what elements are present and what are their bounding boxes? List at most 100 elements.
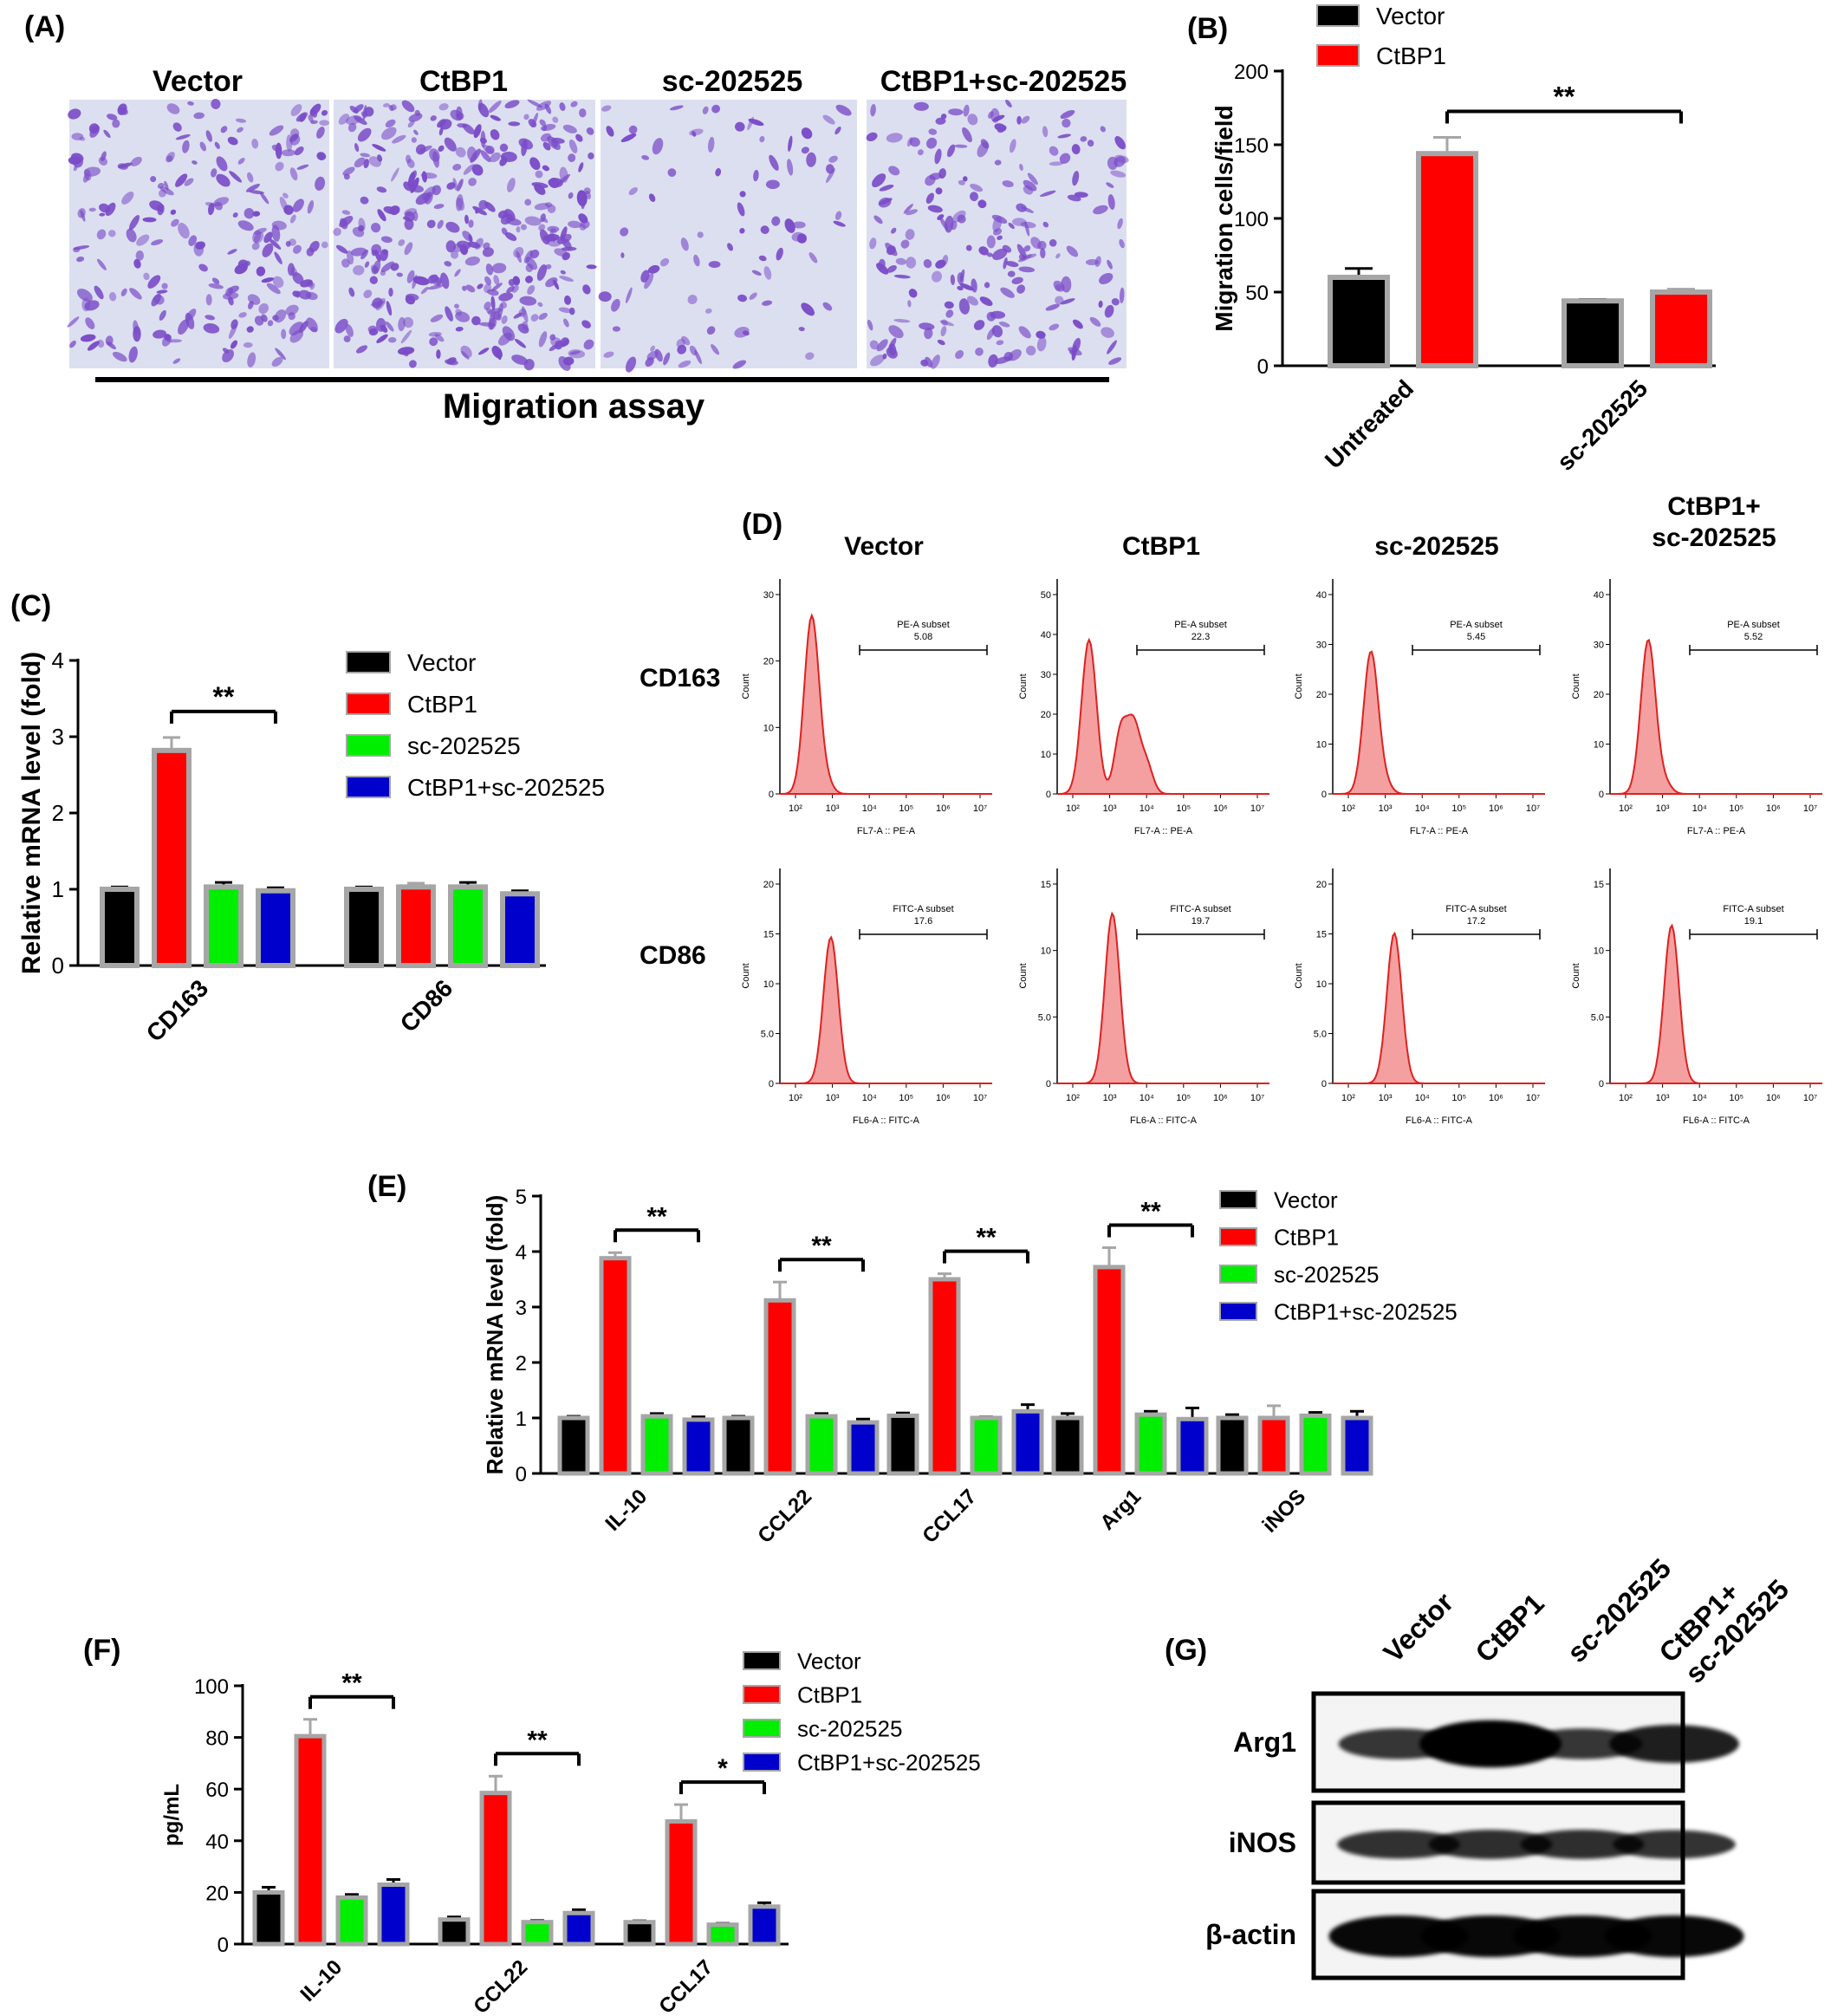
stained-cell bbox=[192, 160, 198, 165]
stained-cell bbox=[966, 296, 979, 306]
stained-cell bbox=[521, 139, 528, 157]
stained-cell bbox=[506, 286, 515, 294]
stained-cell bbox=[99, 212, 106, 217]
stained-cell bbox=[1018, 326, 1031, 339]
stained-cell bbox=[208, 283, 224, 289]
stained-cell bbox=[292, 198, 304, 212]
stained-cell bbox=[934, 148, 942, 165]
legend-label: Vector bbox=[407, 649, 476, 676]
flow-x-tick-label: 10⁵ bbox=[1729, 1093, 1743, 1103]
stained-cell bbox=[108, 292, 117, 302]
stained-cell bbox=[464, 214, 469, 224]
stained-cell bbox=[491, 263, 507, 274]
stained-cell bbox=[1087, 140, 1094, 147]
stained-cell bbox=[457, 179, 464, 192]
y-tick-label: 0 bbox=[218, 1934, 229, 1957]
stained-cell bbox=[737, 202, 745, 217]
flow-x-tick-label: 10⁴ bbox=[1415, 803, 1430, 814]
flow-x-tick-label: 10⁶ bbox=[1213, 803, 1228, 814]
blot-band bbox=[1522, 1728, 1643, 1759]
flow-y-tick-label: 30 bbox=[1041, 670, 1051, 680]
y-tick-label: 2 bbox=[52, 800, 64, 826]
flow-x-tick-label: 10⁶ bbox=[1766, 1093, 1781, 1103]
flow-y-tick-label: 0 bbox=[1321, 790, 1327, 800]
stained-cell bbox=[452, 164, 462, 171]
bar bbox=[847, 1420, 880, 1476]
stained-cell bbox=[1107, 340, 1117, 354]
stained-cell bbox=[749, 292, 757, 300]
stained-cell bbox=[321, 109, 328, 116]
bar bbox=[500, 891, 540, 969]
stained-cell bbox=[411, 137, 417, 143]
stained-cell bbox=[381, 127, 397, 140]
stained-cell bbox=[216, 156, 228, 172]
flow-gate-value: 19.1 bbox=[1744, 916, 1763, 927]
stained-cell bbox=[514, 338, 527, 348]
stained-cell bbox=[485, 145, 495, 154]
stained-cell bbox=[288, 312, 295, 321]
stained-cell bbox=[282, 192, 289, 198]
stained-cell bbox=[178, 223, 190, 239]
flow-x-tick-label: 10⁶ bbox=[1766, 803, 1781, 814]
stained-cell bbox=[185, 312, 195, 329]
stained-cell bbox=[1007, 270, 1016, 277]
stained-cell bbox=[256, 266, 266, 276]
flow-y-tick-label: 0 bbox=[1046, 790, 1051, 800]
stained-cell bbox=[80, 210, 86, 222]
stained-cell bbox=[489, 312, 496, 330]
stained-cell bbox=[222, 348, 235, 363]
stained-cell bbox=[986, 311, 997, 322]
bar bbox=[448, 884, 488, 968]
flow-y-tick-label: 30 bbox=[1594, 641, 1604, 651]
stained-cell bbox=[438, 103, 449, 111]
stained-cell bbox=[893, 318, 911, 323]
significance-stars: ** bbox=[1554, 81, 1575, 113]
stained-cell bbox=[711, 344, 720, 355]
stained-cell bbox=[472, 205, 487, 216]
stained-cell bbox=[801, 146, 809, 154]
y-axis-label: Relative mRNA level (fold) bbox=[482, 1195, 508, 1475]
stained-cell bbox=[281, 328, 287, 340]
flow-y-tick-label: 0 bbox=[1046, 1079, 1051, 1089]
stained-cell bbox=[211, 99, 221, 109]
stained-cell bbox=[1021, 206, 1034, 213]
stained-cell bbox=[569, 350, 581, 355]
stained-cell bbox=[950, 274, 956, 285]
flow-y-tick-label: 15 bbox=[1594, 880, 1604, 890]
stained-cell bbox=[409, 184, 424, 193]
stained-cell bbox=[984, 282, 990, 289]
stained-cell bbox=[601, 105, 612, 112]
bar bbox=[928, 1277, 961, 1476]
stained-cell bbox=[620, 133, 637, 143]
stained-cell bbox=[382, 102, 390, 107]
stained-cell bbox=[925, 175, 936, 186]
stained-cell bbox=[112, 119, 120, 128]
stained-cell bbox=[251, 138, 259, 149]
stained-cell bbox=[739, 228, 745, 234]
stained-cell bbox=[175, 173, 188, 187]
legend-swatch bbox=[346, 693, 391, 715]
stained-cell bbox=[252, 211, 261, 217]
flow-row-label: CD163 bbox=[640, 664, 720, 693]
y-tick-label: 80 bbox=[205, 1727, 229, 1751]
stained-cell bbox=[751, 270, 762, 276]
stained-cell bbox=[1059, 153, 1071, 164]
stained-cell bbox=[392, 134, 406, 144]
flow-gate-name: PE-A subset bbox=[1450, 620, 1503, 630]
stained-cell bbox=[205, 130, 212, 142]
stained-cell bbox=[121, 192, 134, 205]
stained-cell bbox=[398, 239, 406, 246]
legend-swatch bbox=[346, 776, 391, 798]
stained-cell bbox=[296, 164, 309, 170]
bar bbox=[479, 1791, 512, 1947]
flow-y-tick-label: 30 bbox=[1316, 641, 1327, 651]
stained-cell bbox=[552, 116, 559, 123]
flow-column-title: CtBP1+ sc-202525 bbox=[1652, 492, 1776, 552]
stained-cell bbox=[164, 180, 169, 191]
stained-cell bbox=[238, 312, 247, 318]
stained-cell bbox=[360, 196, 369, 205]
flow-x-tick-label: 10² bbox=[1619, 803, 1633, 814]
stained-cell bbox=[945, 309, 954, 318]
stained-cell bbox=[203, 323, 220, 334]
stained-cell bbox=[523, 114, 529, 120]
